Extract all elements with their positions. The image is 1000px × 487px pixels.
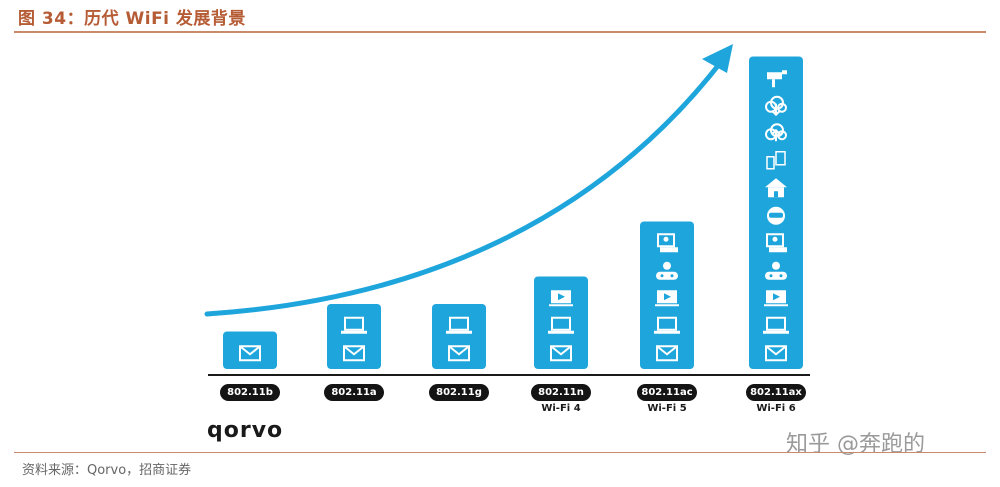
- laptop-icon: [341, 316, 367, 334]
- figure-title: 图 34：历代 WiFi 发展背景: [18, 9, 246, 29]
- standard-label: 802.11ax: [746, 384, 806, 401]
- generation-name: Wi-Fi 6: [756, 403, 796, 414]
- brand-logo: qorvo: [207, 418, 284, 443]
- laptop-icon: [654, 316, 680, 334]
- bar-rect: [223, 331, 277, 369]
- bar-rect: [327, 304, 381, 369]
- video-icon: [549, 290, 573, 307]
- mail-icon: [448, 345, 470, 362]
- gaming-icon: [765, 261, 787, 280]
- camera-icon: [767, 70, 787, 88]
- laptop-icon: [446, 316, 472, 334]
- video-call-icon: [766, 233, 787, 253]
- generation-bar-4: [534, 276, 588, 369]
- laptop-icon: [763, 316, 789, 334]
- cloud-upload-icon: [765, 123, 787, 142]
- mail-icon: [765, 345, 787, 362]
- standard-label: 802.11ac: [637, 384, 697, 401]
- smart-home-icon: [765, 178, 787, 198]
- bar-rect: [432, 304, 486, 369]
- standard-label: 802.11a: [324, 384, 384, 401]
- standard-label: 802.11n: [531, 384, 591, 401]
- source-note: 资料来源：Qorvo，招商证券: [22, 463, 192, 478]
- vr-icon: [767, 206, 785, 225]
- generation-bar-2: [327, 304, 381, 369]
- video-call-icon: [657, 233, 678, 253]
- standard-label: 802.11b: [220, 384, 280, 401]
- mail-icon: [656, 345, 678, 362]
- standard-label: 802.11g: [429, 384, 489, 401]
- cloud-download-icon: [765, 95, 787, 117]
- mail-icon: [550, 345, 572, 362]
- growth-arrowhead-icon: [702, 44, 733, 73]
- gaming-icon: [656, 261, 678, 280]
- generation-name: Wi-Fi 4: [541, 403, 581, 414]
- devices-icon: [766, 151, 786, 170]
- bottom-divider: [14, 452, 986, 453]
- generation-bar-6: [749, 56, 803, 369]
- generation-name: Wi-Fi 5: [647, 403, 687, 414]
- video-icon: [655, 290, 679, 307]
- watermark: 知乎 @奔跑的: [786, 432, 925, 457]
- generation-bar-5: [640, 221, 694, 369]
- laptop-icon: [548, 316, 574, 334]
- mail-icon: [343, 345, 365, 362]
- bar-rect: [534, 276, 588, 369]
- video-icon: [764, 290, 788, 307]
- mail-icon: [239, 345, 261, 362]
- generation-bar-3: [432, 304, 486, 369]
- generation-bar-1: [223, 331, 277, 369]
- title-divider: [14, 31, 986, 33]
- growth-curve: [204, 55, 727, 317]
